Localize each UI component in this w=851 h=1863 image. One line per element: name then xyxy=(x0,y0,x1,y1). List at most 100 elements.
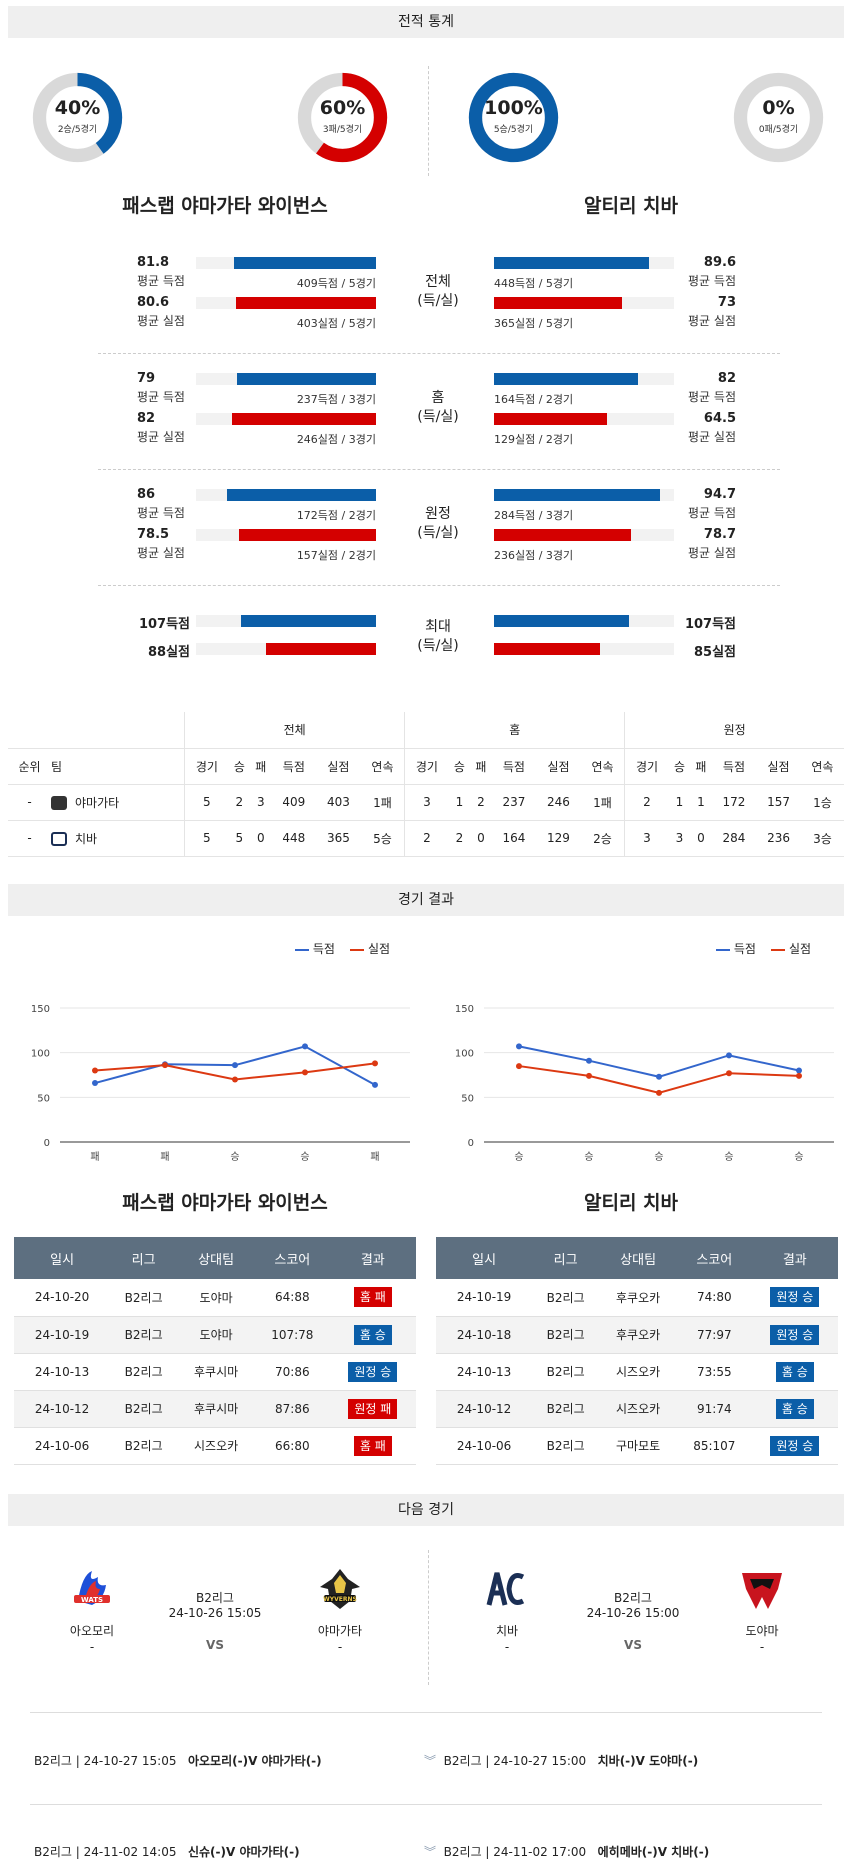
schedule-divider xyxy=(30,1804,822,1805)
table-cell: 24-10-06 xyxy=(436,1427,533,1465)
donut-away-loss: 0% 0패/5경기 xyxy=(731,70,826,165)
column-header: 순위 xyxy=(8,748,51,785)
result-cell: 원정 승 xyxy=(751,1316,838,1354)
bar-fill xyxy=(494,643,601,655)
team-name[interactable]: 치바 xyxy=(74,831,98,846)
next-game-2-datetime: 24-10-26 15:00 xyxy=(586,1606,680,1620)
table-cell: 1패 xyxy=(360,784,406,821)
yamagata-logo-icon: WYVERNS xyxy=(316,1565,364,1613)
table-cell: 24-10-06 xyxy=(14,1427,111,1465)
column-header: 득점 xyxy=(271,748,317,785)
data-point xyxy=(162,1062,168,1069)
home-team-title: 패스랩 야마가타 와이번스 xyxy=(122,195,328,217)
schedule-1-left[interactable]: B2리그 | 24-10-27 15:05 아오모리(-)V 야마가타(-) xyxy=(34,1752,322,1769)
team-name[interactable]: 야마가타 xyxy=(74,795,120,810)
stat-group-divider xyxy=(98,585,780,586)
table-cell: 157 xyxy=(756,784,801,821)
result-badge: 홈 승 xyxy=(353,1324,392,1345)
table-cell: 5 xyxy=(184,784,229,821)
stat-label: 평균 득점 xyxy=(137,390,185,404)
bar-fill xyxy=(237,373,376,385)
stat-group-label: 최대 (득/실) xyxy=(417,619,459,654)
column-header: 일시 xyxy=(14,1237,111,1279)
schedule-2-left[interactable]: B2리그 | 24-11-02 14:05 신슈(-)V 야마가타(-) xyxy=(34,1843,300,1860)
column-header: 리그 xyxy=(110,1237,178,1279)
header-row: 일시 리그 상대팀 스코어 결과 xyxy=(436,1237,838,1279)
standings-group-header-row: 전체 홈 원정 xyxy=(8,712,844,749)
home-results-chart: 0 50 100 150 패 패 승 승 패 xyxy=(31,1004,410,1163)
x-tick-label: 패 xyxy=(370,1151,379,1163)
x-tick-label: 승 xyxy=(514,1151,523,1163)
legend-scored-label: 득점 xyxy=(733,942,756,956)
stat-value: 78.7 xyxy=(703,527,736,542)
table-cell: 24-10-13 xyxy=(436,1353,533,1391)
table-row: 24-10-12 B2리그 후쿠시마 87:86 원정 패 xyxy=(14,1390,416,1428)
result-cell: 홈 패 xyxy=(329,1427,416,1465)
next-game-2-away-record: - xyxy=(759,1640,765,1654)
schedule-2-right[interactable]: ︾ B2리그 | 24-11-02 17:00 에히메바(-)V 치바(-) xyxy=(424,1843,709,1860)
table-cell: 도야마 xyxy=(177,1316,256,1354)
table-cell: 246 xyxy=(536,784,581,821)
schedule-1-right[interactable]: ︾ B2리그 | 24-10-27 15:00 치바(-)V 도야마(-) xyxy=(424,1752,698,1769)
data-point xyxy=(372,1081,378,1088)
stat-label: 평균 득점 xyxy=(137,506,185,520)
x-tick-label: 승 xyxy=(794,1151,803,1163)
table-cell: 448 xyxy=(271,820,317,857)
table-cell: 1 xyxy=(448,784,471,821)
y-tick-label: 0 xyxy=(468,1138,474,1149)
stat-label: 평균 득점 xyxy=(688,274,736,288)
legend-scored-swatch xyxy=(295,948,309,951)
table-cell: 5 xyxy=(184,820,229,857)
result-cell: 홈 승 xyxy=(751,1390,838,1428)
group-header-away: 원정 xyxy=(624,712,844,749)
table-cell: 5승 xyxy=(360,820,406,857)
table-row: 24-10-13 B2리그 시즈오카 73:55 홈 승 xyxy=(436,1353,838,1391)
table-cell: B2리그 xyxy=(110,1390,178,1428)
table-cell: 70:86 xyxy=(255,1353,330,1391)
stat-group-divider xyxy=(98,353,780,354)
table-cell: 후쿠시마 xyxy=(177,1353,256,1391)
column-header: 경기 xyxy=(184,748,229,785)
table-cell: 3승 xyxy=(800,820,844,857)
table-cell: 1패 xyxy=(580,784,626,821)
results-section-title: 경기 결과 xyxy=(8,884,844,916)
bar-caption: 129실점 / 2경기 xyxy=(494,433,574,446)
table-row: 24-10-12 B2리그 시즈오카 91:74 홈 승 xyxy=(436,1390,838,1428)
bar-fill xyxy=(494,489,660,501)
donut-away-win: 100% 5승/5경기 xyxy=(466,70,561,165)
table-cell: 237 xyxy=(491,784,537,821)
table-cell: 24-10-12 xyxy=(14,1390,111,1428)
column-header: 스코어 xyxy=(255,1237,330,1279)
table-row: 24-10-06 B2리그 시즈오카 66:80 홈 패 xyxy=(14,1427,416,1465)
data-point xyxy=(796,1072,802,1079)
table-cell: 64:88 xyxy=(255,1279,330,1317)
stat-label: 평균 실점 xyxy=(137,430,185,444)
table-cell: 2 xyxy=(228,784,251,821)
bar-fill xyxy=(494,615,629,627)
bar-fill xyxy=(232,413,376,425)
table-cell: 0 xyxy=(690,820,712,857)
team-cell: 치바 xyxy=(50,820,186,857)
result-cell: 원정 승 xyxy=(751,1427,838,1465)
bar-caption: 409득점 / 5경기 xyxy=(296,277,376,290)
table-cell: 24-10-13 xyxy=(14,1353,111,1391)
donut-arc xyxy=(468,72,559,163)
stat-value: 89.6 xyxy=(703,255,736,270)
schedule-teams: 치바(-)V 도야마(-) xyxy=(597,1754,699,1768)
table-cell: 1 xyxy=(690,784,712,821)
result-badge: 홈 패 xyxy=(353,1287,392,1308)
result-cell: 홈 패 xyxy=(329,1279,416,1317)
column-header: 패 xyxy=(470,748,492,785)
stat-value: 86 xyxy=(137,487,156,502)
table-row: 24-10-13 B2리그 후쿠시마 70:86 원정 승 xyxy=(14,1353,416,1391)
x-tick-label: 승 xyxy=(584,1151,593,1163)
away-results-chart: 0 50 100 150 승 승 승 승 승 xyxy=(455,1004,834,1163)
donut-sub: 5승/5경기 xyxy=(493,125,534,135)
legend-conceded-label: 실점 xyxy=(789,942,812,956)
table-cell: 24-10-12 xyxy=(436,1390,533,1428)
stat-value: 73 xyxy=(717,295,736,310)
stat-label: 평균 실점 xyxy=(688,546,736,560)
donut-home-win: 40% 2승/5경기 xyxy=(30,70,125,165)
result-cell: 원정 승 xyxy=(751,1279,838,1317)
result-badge: 원정 승 xyxy=(348,1361,398,1382)
